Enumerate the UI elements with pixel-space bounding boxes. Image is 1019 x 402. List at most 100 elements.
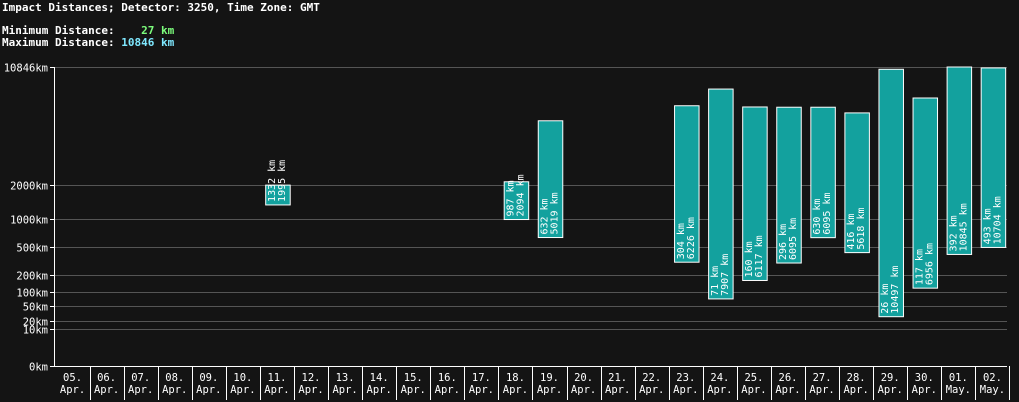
x-tick-month: Apr. <box>230 384 255 396</box>
bar-min-label: 630 km <box>812 199 823 235</box>
x-tick-month: Apr. <box>162 384 187 396</box>
bar-max-label: 2094 km <box>515 174 526 216</box>
y-tick-label: 10km <box>23 325 48 337</box>
range-bar <box>742 106 768 281</box>
x-tick-day: 20. <box>574 372 593 384</box>
x-tick-month: Apr. <box>298 384 323 396</box>
bar-min-label: 160 km <box>744 241 755 277</box>
y-tick-label: 1000km <box>10 215 48 227</box>
bar-max-label: 5618 km <box>856 207 867 249</box>
x-tick-day: 16. <box>438 372 457 384</box>
x-tick-day: 14. <box>370 372 389 384</box>
range-bar <box>674 105 700 263</box>
x-tick-month: Apr. <box>707 384 732 396</box>
chart-title: Impact Distances; Detector: 3250, Time Z… <box>2 1 320 14</box>
x-tick-day: 30. <box>915 372 934 384</box>
bar-min-label: 296 km <box>778 224 789 260</box>
x-tick-month: Apr. <box>435 384 460 396</box>
range-bar <box>810 106 836 239</box>
x-tick-day: 28. <box>847 372 866 384</box>
x-tick-day: 23. <box>676 372 695 384</box>
x-tick-month: Apr. <box>673 384 698 396</box>
x-tick-month: Apr. <box>843 384 868 396</box>
x-tick-month: Apr. <box>878 384 903 396</box>
x-tick-month: Apr. <box>809 384 834 396</box>
x-tick-day: 13. <box>336 372 355 384</box>
bar-min-label: 493 km <box>982 208 993 244</box>
x-tick-month: Apr. <box>401 384 426 396</box>
range-bar <box>265 184 291 206</box>
x-tick-month: Apr. <box>60 384 85 396</box>
bar-max-label: 5019 km <box>550 192 561 234</box>
minimum-distance-row: Minimum Distance: 27 km <box>2 24 174 37</box>
bar-min-label: 1332 km <box>267 160 278 202</box>
x-tick-month: Apr. <box>741 384 766 396</box>
x-tick-month: Apr. <box>503 384 528 396</box>
x-tick-day: 17. <box>472 372 491 384</box>
x-tick-day: 24. <box>710 372 729 384</box>
x-tick-day: 05. <box>63 372 82 384</box>
x-tick-day: 09. <box>199 372 218 384</box>
minimum-distance-value: 27 km <box>141 24 175 37</box>
range-bar <box>980 67 1007 248</box>
x-tick-day: 10. <box>233 372 252 384</box>
x-tick-month: Apr. <box>571 384 596 396</box>
bar-max-label: 10497 km <box>890 266 901 314</box>
range-bar <box>844 112 870 254</box>
y-tick-label: 500km <box>16 243 48 255</box>
bar-min-label: 304 km <box>676 223 687 259</box>
y-tick-label: 200km <box>16 271 48 283</box>
range-bar <box>708 88 734 300</box>
x-tick-day: 15. <box>404 372 423 384</box>
x-tick-month: Apr. <box>537 384 562 396</box>
bar-min-label: 26 km <box>880 284 891 314</box>
range-bar <box>878 68 904 318</box>
x-tick-day: 02. <box>983 372 1002 384</box>
y-tick-label: 100km <box>16 288 48 300</box>
x-tick-day: 12. <box>302 372 321 384</box>
x-tick-month: Apr. <box>912 384 937 396</box>
bar-max-label: 7907 km <box>720 254 731 296</box>
x-tick-day: 06. <box>97 372 116 384</box>
range-bar <box>912 97 939 289</box>
bar-min-label: 416 km <box>846 213 857 249</box>
bar-max-label: 6095 km <box>822 193 833 235</box>
x-tick-month: May. <box>946 384 971 396</box>
range-bar <box>503 181 530 221</box>
x-tick-day: 22. <box>642 372 661 384</box>
y-tick-label: 10846km <box>4 63 48 75</box>
x-tick-month: Apr. <box>128 384 153 396</box>
bar-max-label: 6226 km <box>686 217 697 259</box>
bar-min-label: 117 km <box>914 249 925 285</box>
x-tick-month: Apr. <box>367 384 392 396</box>
bar-min-label: 987 km <box>505 180 516 216</box>
range-bar <box>537 120 564 239</box>
bar-max-label: 1995 km <box>277 160 288 202</box>
x-tick-day: 01. <box>949 372 968 384</box>
x-tick-month: Apr. <box>775 384 800 396</box>
x-tick-day: 26. <box>779 372 798 384</box>
range-bar <box>776 106 802 264</box>
x-tick-day: 21. <box>608 372 627 384</box>
x-tick-day: 27. <box>813 372 832 384</box>
x-tick-month: Apr. <box>196 384 221 396</box>
bar-min-label: 632 km <box>540 198 551 234</box>
maximum-distance-value: 10846 km <box>121 36 175 49</box>
x-tick-day: 11. <box>267 372 286 384</box>
x-tick-month: Apr. <box>332 384 357 396</box>
bar-max-label: 6117 km <box>754 235 765 277</box>
x-tick-day: 25. <box>744 372 763 384</box>
x-tick-month: Apr. <box>639 384 664 396</box>
x-tick-month: May. <box>980 384 1005 396</box>
range-bar <box>946 66 973 255</box>
y-tick-label: 2000km <box>10 181 48 193</box>
bar-min-label: 71 km <box>710 266 721 296</box>
bar-min-label: 392 km <box>948 215 959 251</box>
bar-max-label: 10845 km <box>958 203 969 251</box>
x-tick-month: Apr. <box>469 384 494 396</box>
y-tick-label: 50km <box>23 302 48 314</box>
grid-layer <box>54 67 1007 367</box>
y-tick-label: 0km <box>29 362 48 374</box>
